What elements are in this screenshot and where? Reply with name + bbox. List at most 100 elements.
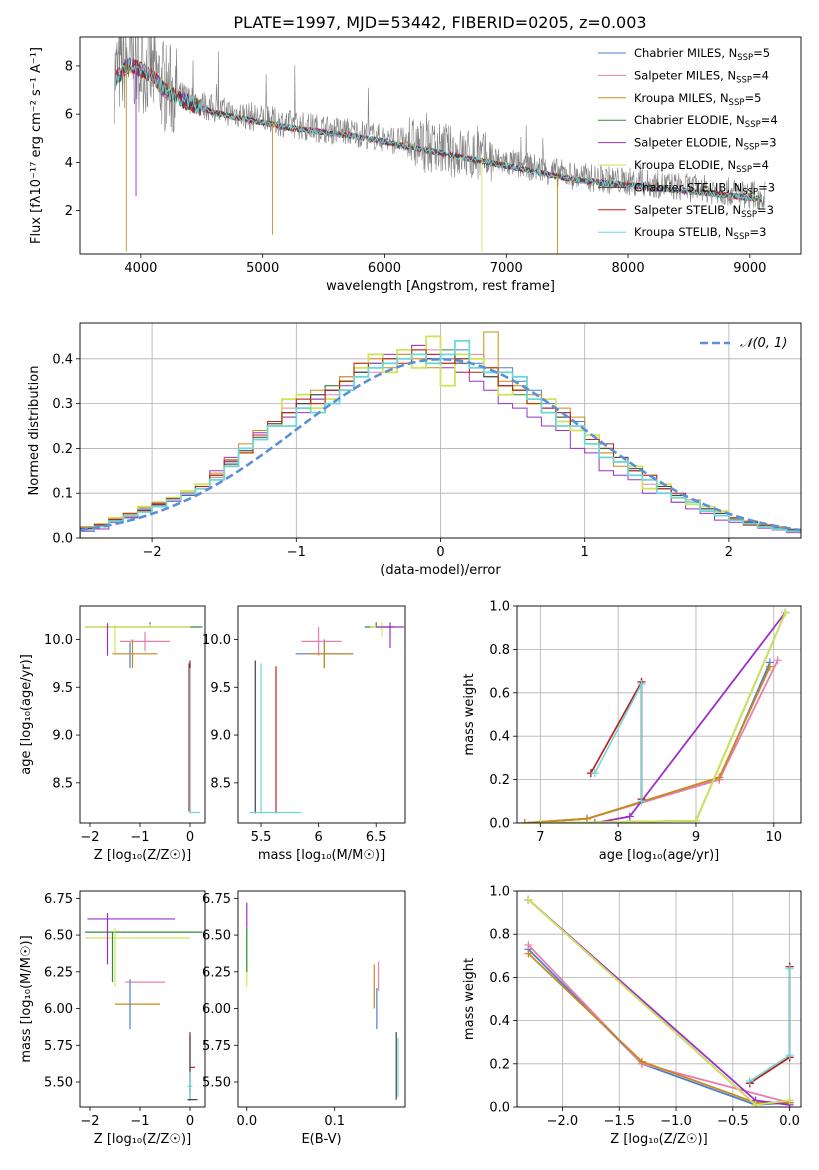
legend-count: =3 bbox=[757, 203, 774, 217]
legend-count: =4 bbox=[752, 158, 769, 172]
weight-series-line bbox=[749, 966, 791, 1084]
legend-entry-label: Kroupa ELODIE, NSSP=4 bbox=[634, 158, 769, 175]
y-tick-label: 0.3 bbox=[52, 397, 73, 412]
legend-count: =5 bbox=[744, 91, 761, 105]
legend-subscript: SSP bbox=[741, 210, 757, 220]
y-tick-label: 5.75 bbox=[202, 1039, 231, 1054]
weight-series-line bbox=[749, 966, 791, 1084]
y-axis-label: Normed distribution bbox=[27, 366, 42, 496]
legend-subscript: SSP bbox=[737, 53, 753, 63]
figure-title: PLATE=1997, MJD=53442, FIBERID=0205, z=0… bbox=[233, 13, 646, 32]
normal-curve bbox=[80, 357, 801, 532]
legend-entry-label: Chabrier STELIB, NSSP=3 bbox=[634, 180, 775, 197]
plot-area bbox=[85, 622, 203, 814]
weight-vs-age-panel: 7 8 9 10 0.0 0.2 0.4 0.6 0.8 1.0 age [log₁₀(age/yr… bbox=[462, 600, 802, 863]
x-tick-label: 0 bbox=[186, 1114, 194, 1129]
axes: −2.0 −1.5 −1.0 −0.5 0.0 0.0 0.2 0.4 0.6 0.8 1.0 Z [… bbox=[462, 885, 802, 1147]
plot-area bbox=[80, 331, 801, 538]
x-tick-label: −1 bbox=[130, 830, 149, 845]
legend-entry-label: Salpeter STELIB, NSSP=3 bbox=[634, 203, 774, 220]
legend-count: =3 bbox=[749, 225, 766, 239]
weight-series-line bbox=[749, 968, 791, 1082]
weight-series-line bbox=[527, 898, 790, 1106]
y-tick-label: 5.75 bbox=[44, 1039, 73, 1054]
y-tick-label: 0.0 bbox=[52, 532, 73, 547]
legend-entry-label: 𝒩(0, 1) bbox=[740, 336, 787, 351]
legend-subscript: SSP bbox=[742, 187, 758, 197]
y-tick-label: 6.00 bbox=[202, 1002, 231, 1017]
y-tick-label: 0.4 bbox=[489, 730, 510, 745]
plot-area bbox=[113, 37, 766, 254]
y-axis-label: mass weight bbox=[462, 958, 477, 1040]
y-tick-label: 0.6 bbox=[489, 686, 510, 701]
y-tick-label: 6.50 bbox=[202, 929, 231, 944]
x-tick-label: −2 bbox=[143, 545, 162, 560]
y-axis-label: mass weight bbox=[462, 673, 477, 755]
y-tick-label: 1.0 bbox=[489, 600, 510, 615]
grid bbox=[517, 605, 801, 824]
legend-count: =3 bbox=[760, 136, 777, 150]
x-tick-label: −1 bbox=[287, 545, 306, 560]
x-tick-label: 0.1 bbox=[324, 1114, 345, 1129]
legend-entry-label: Salpeter ELODIE, NSSP=3 bbox=[634, 136, 777, 153]
y-tick-label: 0.0 bbox=[489, 817, 510, 832]
y-tick-label: 8.5 bbox=[210, 776, 231, 791]
y-tick-label: 8 bbox=[65, 59, 73, 74]
y-tick-label: 6.75 bbox=[44, 892, 73, 907]
axes: 0.0 0.1 5.50 5.75 6.00 6.25 6.50 6.75 E(B-V) bbox=[202, 890, 406, 1147]
axes: −2 −1 0 5.50 5.75 6.00 6.25 6.50 6.75 Z [log₁₀(Z/… bbox=[19, 890, 206, 1147]
x-tick-label: −2.0 bbox=[547, 1114, 579, 1129]
age-vs-mass-panel: 5.5 6 6.5 8.5 9.0 9.5 10.0 mass [log₁₀(M/M☉)] bbox=[202, 605, 406, 863]
y-tick-label: 0.4 bbox=[52, 352, 73, 367]
y-axis-label: mass [log₁₀(M/M☉)] bbox=[19, 935, 34, 1062]
x-axis-label: (data-model)/error bbox=[380, 563, 501, 578]
legend-entry-label: Chabrier MILES, NSSP=5 bbox=[634, 46, 770, 63]
legend-entry-label: Chabrier ELODIE, NSSP=4 bbox=[634, 113, 778, 130]
x-axis-label: Z [log₁₀(Z/Z☉)] bbox=[610, 1132, 707, 1147]
legend-count: =4 bbox=[752, 68, 769, 82]
observed-spectrum bbox=[113, 37, 766, 210]
y-tick-label: 2 bbox=[65, 204, 73, 219]
legend-subscript: SSP bbox=[745, 120, 761, 130]
x-axis-label: Z [log₁₀(Z/Z☉)] bbox=[94, 848, 191, 863]
axes: −2 −1 0 1 2 0.0 0.1 0.2 0.3 0.4 (data-model)/error… bbox=[27, 322, 802, 578]
y-tick-label: 1.0 bbox=[489, 885, 510, 900]
y-tick-label: 6 bbox=[65, 108, 73, 123]
x-tick-label: 9000 bbox=[733, 261, 766, 276]
x-tick-label: −2 bbox=[80, 830, 99, 845]
legend-subscript: SSP bbox=[736, 165, 752, 175]
axes-frame bbox=[516, 605, 802, 824]
axes-frame bbox=[237, 890, 406, 1108]
y-tick-label: 0.4 bbox=[489, 1014, 510, 1029]
x-tick-label: 4000 bbox=[124, 261, 157, 276]
legend-count: =4 bbox=[761, 113, 778, 127]
x-tick-label: 5000 bbox=[246, 261, 279, 276]
y-tick-label: 0.0 bbox=[489, 1101, 510, 1116]
axes: 7 8 9 10 0.0 0.2 0.4 0.6 0.8 1.0 age [log₁₀(age/yr… bbox=[462, 600, 802, 863]
axes-frame bbox=[79, 36, 802, 255]
x-axis-label: mass [log₁₀(M/M☉)] bbox=[258, 848, 385, 863]
x-tick-label: 0 bbox=[436, 545, 444, 560]
x-axis-label: age [log₁₀(age/yr)] bbox=[599, 848, 720, 863]
y-tick-label: 6.75 bbox=[202, 892, 231, 907]
x-tick-label: 8000 bbox=[612, 261, 645, 276]
legend-entry-label: Salpeter MILES, NSSP=4 bbox=[634, 68, 769, 85]
y-tick-label: 0.2 bbox=[52, 442, 73, 457]
x-tick-label: 6000 bbox=[368, 261, 401, 276]
x-axis-label: wavelength [Angstrom, rest frame] bbox=[326, 279, 555, 294]
legend-entry-label: Kroupa STELIB, NSSP=3 bbox=[634, 225, 766, 242]
mass-vs-ebv-panel: 0.0 0.1 5.50 5.75 6.00 6.25 6.50 6.75 E(B-V) bbox=[202, 890, 406, 1147]
legend-subscript: SSP bbox=[734, 232, 750, 242]
y-tick-label: 8.5 bbox=[52, 776, 73, 791]
x-tick-label: −1.0 bbox=[660, 1114, 692, 1129]
x-tick-label: 2 bbox=[725, 545, 733, 560]
legend-count: =5 bbox=[753, 46, 770, 60]
x-tick-label: 5.5 bbox=[251, 830, 272, 845]
plot-area bbox=[249, 622, 404, 814]
x-tick-label: 9 bbox=[692, 830, 700, 845]
model-spectrum-line bbox=[114, 58, 762, 203]
age-vs-metallicity-panel: −2 −1 0 8.5 9.0 9.5 10.0 Z [log₁₀(Z/Z☉)] age [lo… bbox=[19, 605, 206, 863]
y-axis-label: Flux [fλ10⁻¹⁷ erg cm⁻² s⁻¹ A⁻¹] bbox=[29, 47, 44, 244]
axes-frame bbox=[79, 890, 206, 1108]
